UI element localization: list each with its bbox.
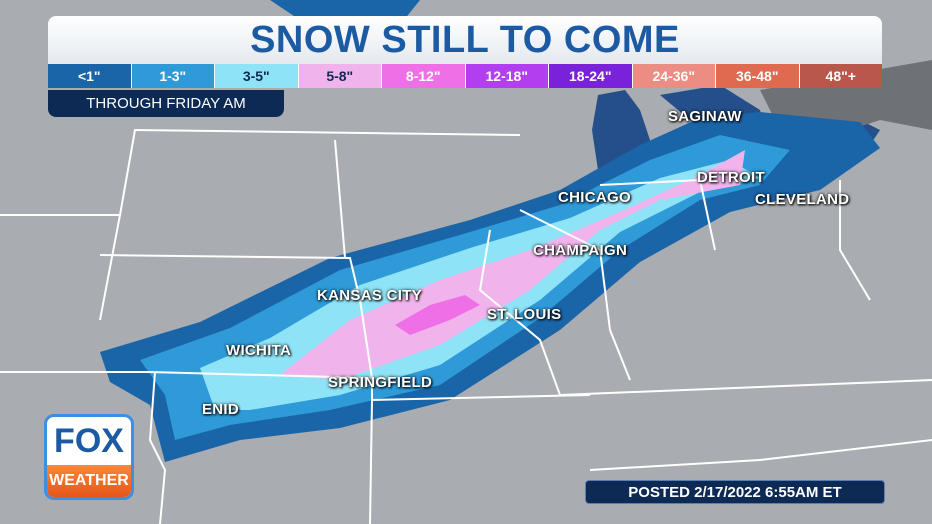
- legend-swatch: 1-3": [131, 64, 214, 88]
- city-label: ST. LOUIS: [487, 306, 562, 323]
- city-label: DETROIT: [697, 169, 765, 186]
- legend-swatch: 18-24": [549, 64, 632, 88]
- snowfall-legend: <1" 1-3" 3-5" 5-8" 8-12" 12-18" 18-24" 24-36" 36…: [48, 64, 882, 88]
- city-label: KANSAS CITY: [317, 287, 422, 304]
- snow-band-8-12: [395, 295, 480, 335]
- city-label: SAGINAW: [668, 108, 742, 125]
- city-label: WICHITA: [226, 342, 292, 359]
- page-title: SNOW STILL TO COME: [250, 18, 680, 61]
- legend-swatch: 3-5": [215, 64, 298, 88]
- logo-weather-text: WEATHER: [47, 465, 131, 497]
- city-label: ENID: [202, 401, 240, 418]
- legend-swatch: 36-48": [716, 64, 799, 88]
- legend-swatch: 48"+: [799, 64, 882, 88]
- title-panel: SNOW STILL TO COME: [48, 16, 882, 64]
- city-label: CLEVELAND: [755, 191, 850, 208]
- city-label: CHICAGO: [558, 189, 631, 206]
- city-label: CHAMPAIGN: [533, 242, 628, 259]
- legend-swatch: 24-36": [632, 64, 715, 88]
- time-range-label: THROUGH FRIDAY AM: [48, 90, 284, 117]
- state-borders: [0, 128, 932, 524]
- snow-band-5-8: [280, 150, 745, 380]
- posted-timestamp: POSTED 2/17/2022 6:55AM ET: [585, 480, 885, 504]
- legend-swatch: <1": [48, 64, 131, 88]
- legend-swatch: 8-12": [382, 64, 465, 88]
- legend-swatch: 12-18": [465, 64, 548, 88]
- city-label: SPRINGFIELD: [328, 374, 433, 391]
- logo-fox-text: FOX: [54, 421, 124, 460]
- legend-swatch: 5-8": [298, 64, 381, 88]
- fox-weather-logo: FOX WEATHER: [44, 414, 134, 500]
